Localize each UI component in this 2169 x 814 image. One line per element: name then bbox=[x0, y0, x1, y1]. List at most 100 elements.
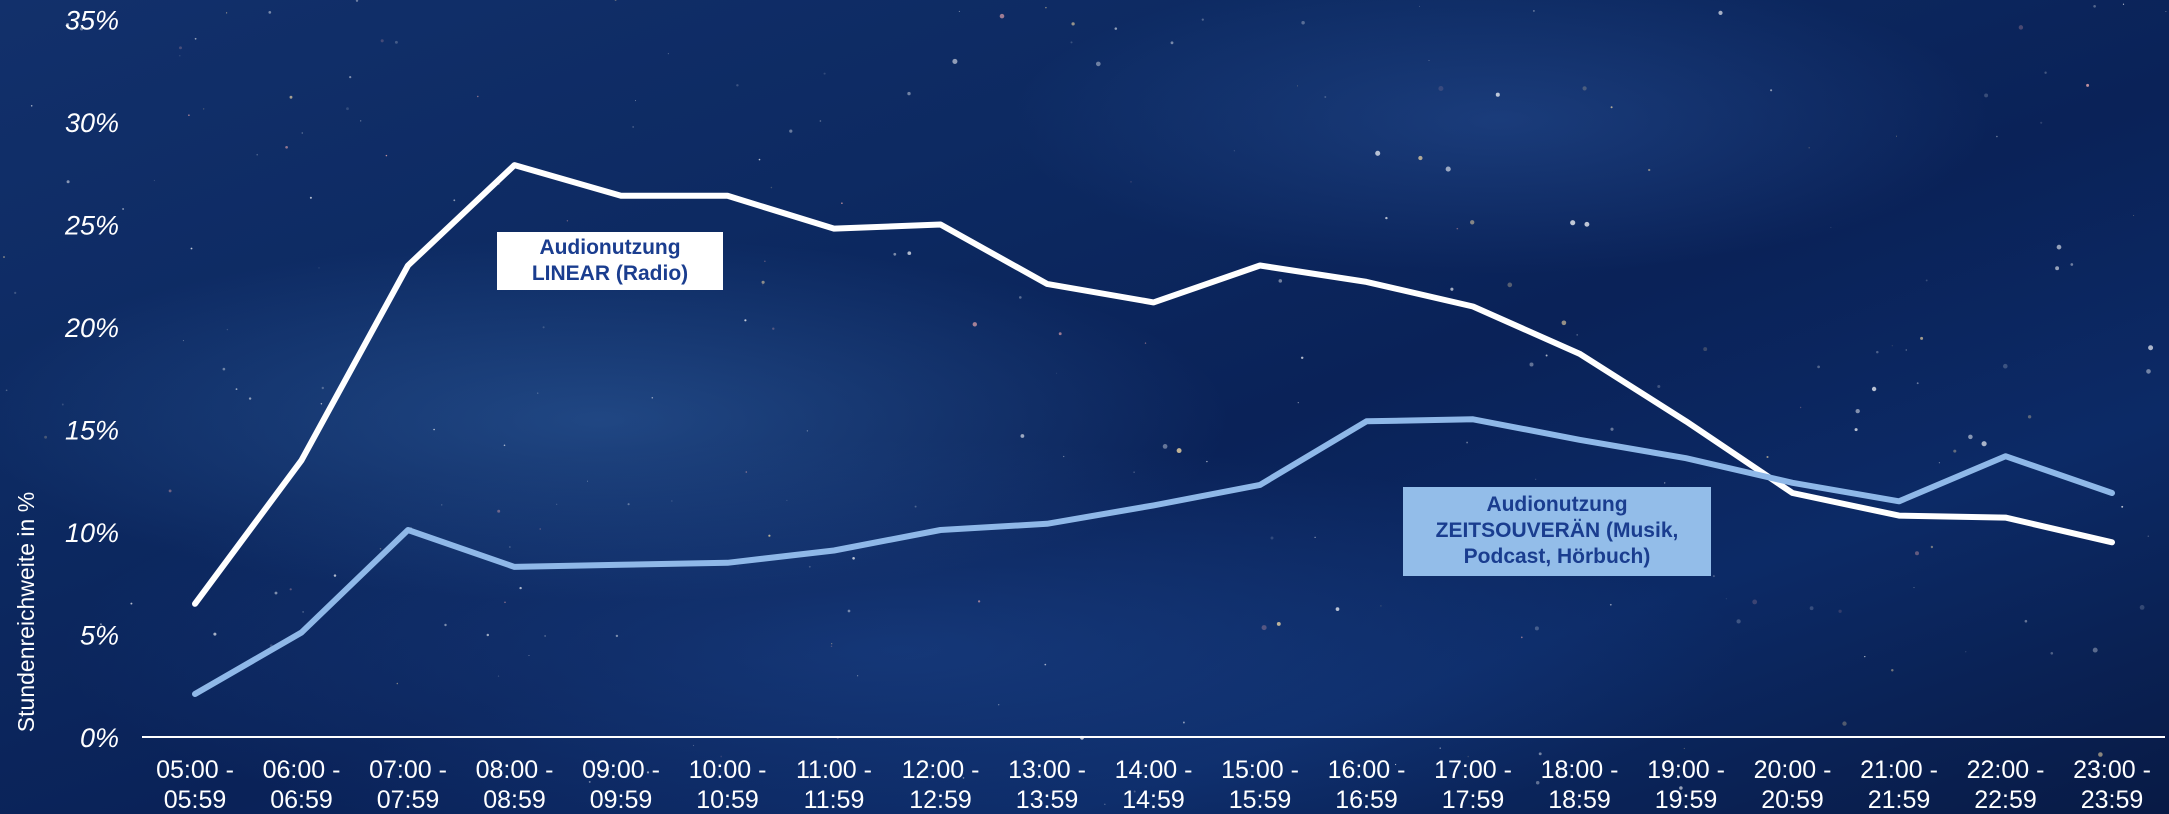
star-dot bbox=[1864, 656, 1866, 658]
star-dot bbox=[1712, 575, 1715, 578]
star-dot bbox=[1965, 651, 1967, 653]
star-dot bbox=[1876, 350, 1879, 354]
star-dot bbox=[762, 284, 764, 286]
star-dot bbox=[1570, 220, 1576, 226]
star-dot bbox=[999, 13, 1005, 19]
star-dot bbox=[841, 202, 843, 204]
star-dot bbox=[61, 403, 64, 406]
star-dot bbox=[1456, 227, 1459, 230]
x-tick-label: 07:00 -07:59 bbox=[369, 756, 447, 814]
star-dot bbox=[453, 199, 456, 202]
star-dot bbox=[615, 634, 619, 638]
star-dot bbox=[289, 588, 292, 591]
star-dot bbox=[99, 623, 102, 626]
star-dot bbox=[831, 643, 833, 645]
star-dot bbox=[320, 403, 323, 405]
star-dot bbox=[632, 126, 634, 128]
star-dot bbox=[1984, 93, 1989, 98]
star-dot bbox=[1830, 226, 1832, 228]
star-dot bbox=[692, 744, 695, 747]
annotation-zeit-line-1: Audionutzung bbox=[1486, 493, 1628, 516]
star-dot bbox=[1545, 354, 1548, 357]
y-tick-label: 15% bbox=[65, 416, 119, 446]
star-dot bbox=[1206, 460, 1208, 463]
star-dot bbox=[1438, 85, 1444, 92]
star-dot bbox=[1529, 362, 1534, 367]
star-dot bbox=[1996, 135, 1998, 138]
star-dot bbox=[2146, 369, 2151, 374]
star-dot bbox=[497, 509, 501, 513]
star-dot bbox=[744, 319, 747, 322]
star-dot bbox=[5, 389, 8, 392]
x-tick-label: 18:00 -18:59 bbox=[1541, 756, 1619, 814]
star-dot bbox=[761, 280, 765, 284]
star-dot bbox=[66, 180, 70, 184]
x-tick-label: 12:00 -12:59 bbox=[902, 756, 980, 814]
star-dot bbox=[2092, 647, 2098, 653]
star-dot bbox=[396, 682, 399, 685]
star-dot bbox=[1609, 603, 1612, 606]
star-dot bbox=[1534, 626, 1539, 631]
star-dot bbox=[914, 505, 917, 508]
star-dot bbox=[1855, 408, 1860, 414]
star-dot bbox=[1162, 444, 1168, 449]
star-dot bbox=[1467, 755, 1470, 758]
star-dot bbox=[1809, 606, 1814, 611]
star-dot bbox=[1938, 462, 1940, 464]
star-dot bbox=[651, 397, 654, 399]
star-dot bbox=[1895, 135, 1897, 137]
star-dot bbox=[1891, 669, 1894, 672]
star-dot bbox=[1913, 587, 1915, 589]
star-dot bbox=[667, 53, 669, 55]
star-dot bbox=[1466, 441, 1469, 444]
y-tick-label: 20% bbox=[64, 313, 119, 343]
star-dot bbox=[768, 534, 771, 537]
star-dot bbox=[1752, 599, 1758, 605]
star-dot bbox=[998, 704, 1000, 706]
star-dot bbox=[385, 154, 388, 157]
star-dot bbox=[360, 120, 362, 122]
star-dot bbox=[1507, 282, 1513, 288]
star-dot bbox=[566, 220, 569, 222]
star-dot bbox=[1300, 356, 1304, 360]
star-dot bbox=[1045, 6, 1047, 9]
star-dot bbox=[309, 196, 312, 199]
star-dot bbox=[380, 39, 384, 43]
star-dot bbox=[539, 528, 541, 530]
star-dot bbox=[1817, 365, 1820, 369]
star-dot bbox=[486, 633, 490, 637]
star-dot bbox=[893, 252, 897, 256]
star-dot bbox=[1968, 434, 1973, 440]
star-dot bbox=[588, 780, 591, 783]
star-dot bbox=[646, 771, 650, 774]
star-dot bbox=[1335, 607, 1340, 611]
star-dot bbox=[2139, 604, 2145, 610]
star-dot bbox=[2050, 651, 2054, 655]
star-dot bbox=[671, 500, 673, 502]
star-dot bbox=[977, 600, 981, 603]
star-dot bbox=[80, 27, 84, 31]
star-dot bbox=[1314, 536, 1316, 539]
annotation-zeit-line-3: Podcast, Hörbuch) bbox=[1463, 545, 1651, 568]
x-tick-label: 08:00 -08:59 bbox=[476, 756, 554, 814]
x-tick-label: 14:00 -14:59 bbox=[1115, 756, 1193, 814]
star-dot bbox=[333, 574, 337, 577]
star-dot bbox=[1703, 347, 1708, 352]
star-dot bbox=[2121, 505, 2124, 508]
x-tick-label: 20:00 -20:59 bbox=[1754, 756, 1832, 814]
star-dot bbox=[1071, 22, 1075, 26]
star-dot bbox=[1445, 166, 1451, 172]
star-dot bbox=[1679, 786, 1683, 790]
star-dot bbox=[1683, 747, 1685, 749]
star-dot bbox=[122, 208, 125, 210]
annotation-linear: Audionutzung LINEAR (Radio) bbox=[497, 232, 723, 290]
star-dot bbox=[786, 499, 788, 501]
star-dot bbox=[972, 322, 977, 327]
star-dot bbox=[285, 145, 288, 149]
y-tick-label: 35% bbox=[65, 6, 119, 36]
star-dot bbox=[213, 632, 217, 636]
star-dot bbox=[1276, 621, 1281, 626]
star-dot bbox=[2147, 535, 2150, 538]
star-dot bbox=[222, 367, 226, 371]
